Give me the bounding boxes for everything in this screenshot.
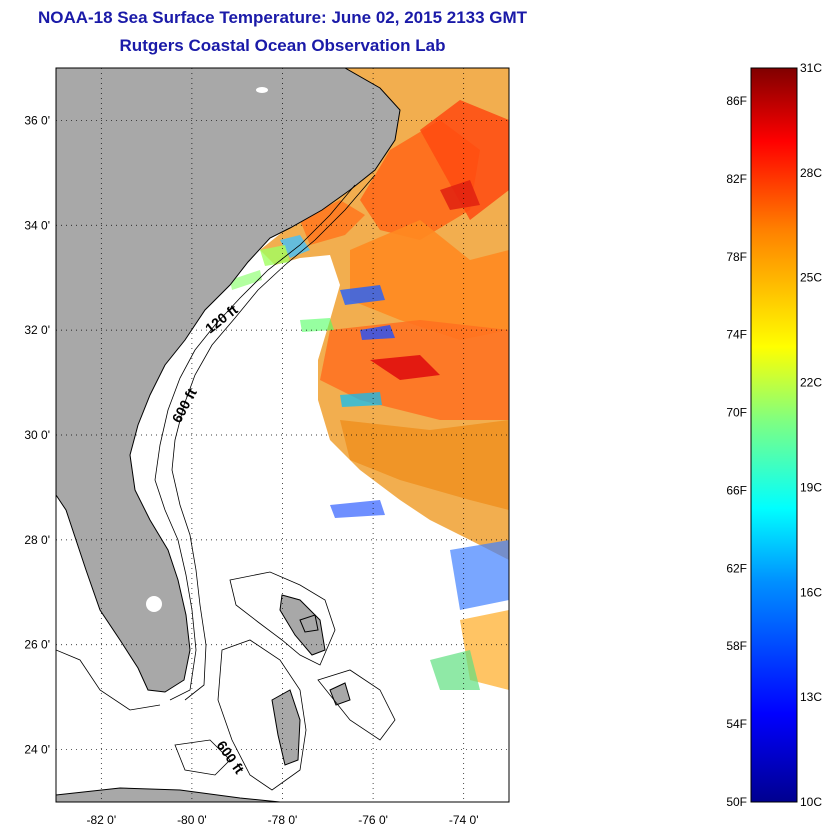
lon-tick-label: -78 0' — [268, 813, 298, 827]
colorbar-c-label: 19C — [800, 480, 822, 494]
lat-tick-label: 26 0' — [24, 638, 50, 652]
colorbar-c-label: 16C — [800, 585, 822, 599]
lat-tick-label: 32 0' — [24, 323, 50, 337]
lon-tick-label: -80 0' — [177, 813, 207, 827]
map-subtitle: Rutgers Coastal Ocean Observation Lab — [119, 36, 446, 55]
grid-lines — [56, 68, 509, 802]
colorbar-f-label: 66F — [726, 483, 747, 497]
colorbar-fahrenheit-labels: 86F 82F 78F 74F 70F 66F 62F 58F 54F 50F — [726, 94, 747, 809]
colorbar-c-label: 31C — [800, 61, 822, 75]
map-frame — [55, 67, 510, 803]
lat-tick-label: 24 0' — [24, 743, 50, 757]
isobath-contours — [56, 174, 396, 791]
cuba-coast — [56, 787, 281, 802]
lon-tick-label: -76 0' — [358, 813, 388, 827]
colorbar-f-label: 86F — [726, 94, 747, 108]
lakes — [146, 87, 268, 612]
colorbar-c-label: 28C — [800, 166, 822, 180]
lat-tick-label: 34 0' — [24, 218, 50, 232]
colorbar-f-label: 62F — [726, 561, 747, 575]
colorbar-f-label: 70F — [726, 406, 747, 420]
latitude-axis: 36 0' 34 0' 32 0' 30 0' 28 0' 26 0' 24 0' — [24, 113, 50, 756]
sst-swath-layer — [230, 68, 509, 690]
colorbar-c-label: 22C — [800, 376, 822, 390]
colorbar-celsius-labels: 31C 28C 25C 22C 19C 16C 13C 10C — [800, 61, 822, 809]
colorbar-c-label: 13C — [800, 690, 822, 704]
longitude-axis: -82 0' -80 0' -78 0' -76 0' -74 0' — [86, 813, 478, 827]
colorbar-c-label: 25C — [800, 271, 822, 285]
colorbar-f-label: 54F — [726, 717, 747, 731]
land-layer — [56, 68, 401, 693]
lon-tick-label: -74 0' — [449, 813, 479, 827]
colorbar-f-label: 50F — [726, 795, 747, 809]
colorbar-c-label: 10C — [800, 795, 822, 809]
colorbar-f-label: 74F — [726, 328, 747, 342]
map-title: NOAA-18 Sea Surface Temperature: June 02… — [37, 8, 528, 27]
colorbar-f-label: 58F — [726, 639, 747, 653]
colorbar-f-label: 78F — [726, 250, 747, 264]
lon-tick-label: -82 0' — [86, 813, 116, 827]
lat-tick-label: 28 0' — [24, 533, 50, 547]
lat-tick-label: 30 0' — [24, 428, 50, 442]
colorbar-scale — [750, 67, 798, 803]
colorbar-f-label: 82F — [726, 172, 747, 186]
lat-tick-label: 36 0' — [24, 113, 50, 127]
